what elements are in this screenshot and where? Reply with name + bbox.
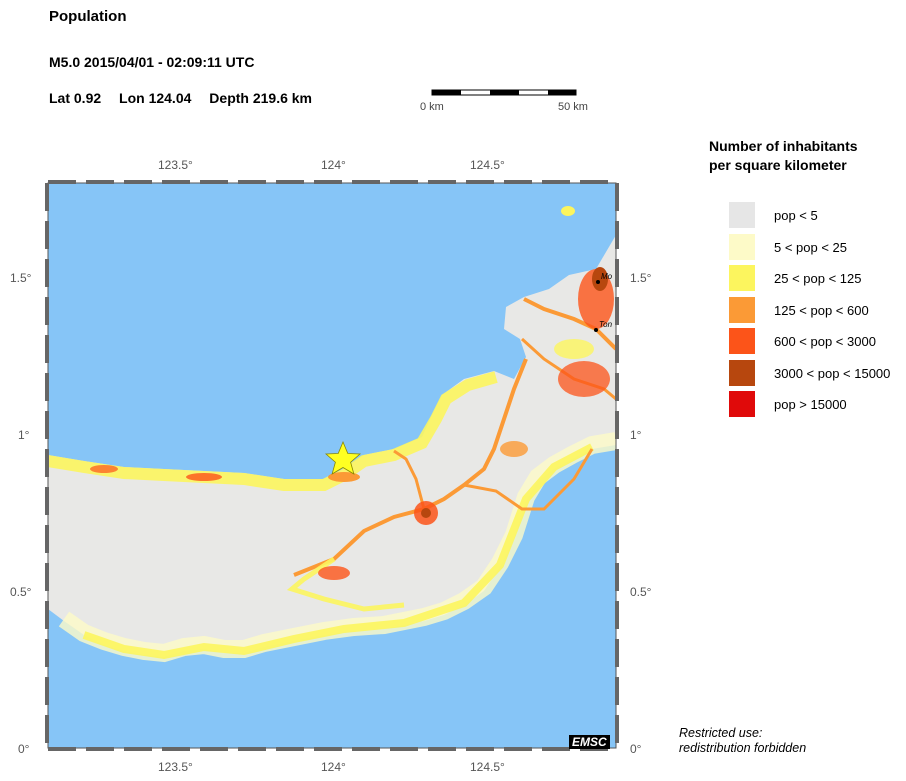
- legend-label: 5 < pop < 25: [774, 239, 848, 255]
- city-marker-ton: [594, 328, 598, 332]
- legend-title: Number of inhabitants per square kilomet…: [709, 137, 858, 175]
- city-label-ton: Ton: [599, 320, 613, 329]
- city-marker-mo: [596, 280, 600, 284]
- legend-label: 3000 < pop < 15000: [774, 365, 891, 381]
- scale-end-label: 50 km: [558, 101, 588, 113]
- legend-swatch: [729, 265, 755, 291]
- y-tick-right-3: 0.5°: [630, 585, 652, 599]
- y-tick-right-2: 1°: [630, 428, 642, 442]
- epicenter-star: [324, 440, 362, 475]
- y-tick-left-4: 0°: [18, 742, 30, 756]
- legend-swatch: [729, 359, 755, 386]
- legend-swatch: [729, 296, 755, 323]
- x-tick-bottom-1: 123.5°: [158, 760, 193, 774]
- land-mass: [48, 235, 616, 657]
- legend-label: 125 < pop < 600: [774, 302, 869, 318]
- legend-label: 600 < pop < 3000: [774, 334, 876, 349]
- map-frame-dashes: [45, 180, 619, 751]
- longitude-label: Lon 124.04: [119, 90, 192, 106]
- scale-bar: [431, 89, 577, 96]
- y-tick-left-2: 1°: [18, 428, 30, 442]
- usage-notice-line1: Restricted use:: [679, 726, 763, 740]
- location-info: Lat 0.92 Lon 124.04 Depth 219.6 km: [49, 90, 326, 106]
- legend-swatch: [729, 391, 755, 417]
- scale-start-label: 0 km: [420, 101, 444, 113]
- x-tick-top-3: 124.5°: [470, 158, 505, 172]
- y-tick-right-4: 0°: [630, 742, 642, 756]
- legend-title-line1: Number of inhabitants: [709, 138, 858, 154]
- depth-label: Depth 219.6 km: [209, 90, 313, 106]
- y-tick-left-3: 0.5°: [10, 585, 32, 599]
- usage-notice-line2: redistribution forbidden: [679, 741, 807, 755]
- event-info: M5.0 2015/04/01 - 02:09:11 UTC: [49, 54, 255, 70]
- city-label-mo: Mo: [601, 272, 613, 281]
- y-tick-right-1: 1.5°: [630, 271, 652, 285]
- island: [561, 206, 575, 216]
- legend-swatch: [729, 233, 755, 260]
- x-tick-bottom-3: 124.5°: [470, 760, 505, 774]
- x-tick-top-1: 123.5°: [158, 158, 193, 172]
- emsc-logo: EMSC: [569, 735, 610, 749]
- usage-notice: Restricted use: redistribution forbidden: [679, 726, 806, 756]
- legend-label: pop > 15000: [774, 397, 847, 412]
- legend-label: 25 < pop < 125: [774, 271, 862, 286]
- legend-swatch: [729, 202, 755, 228]
- population-map: Mo Ton: [45, 180, 619, 751]
- x-tick-bottom-2: 124°: [321, 760, 346, 774]
- legend-label: pop < 5: [774, 208, 818, 223]
- x-tick-top-2: 124°: [321, 158, 346, 172]
- legend-title-line2: per square kilometer: [709, 157, 847, 173]
- latitude-label: Lat 0.92: [49, 90, 102, 106]
- y-tick-left-1: 1.5°: [10, 271, 32, 285]
- map-title: Population: [49, 8, 127, 25]
- legend-swatch: [729, 328, 755, 354]
